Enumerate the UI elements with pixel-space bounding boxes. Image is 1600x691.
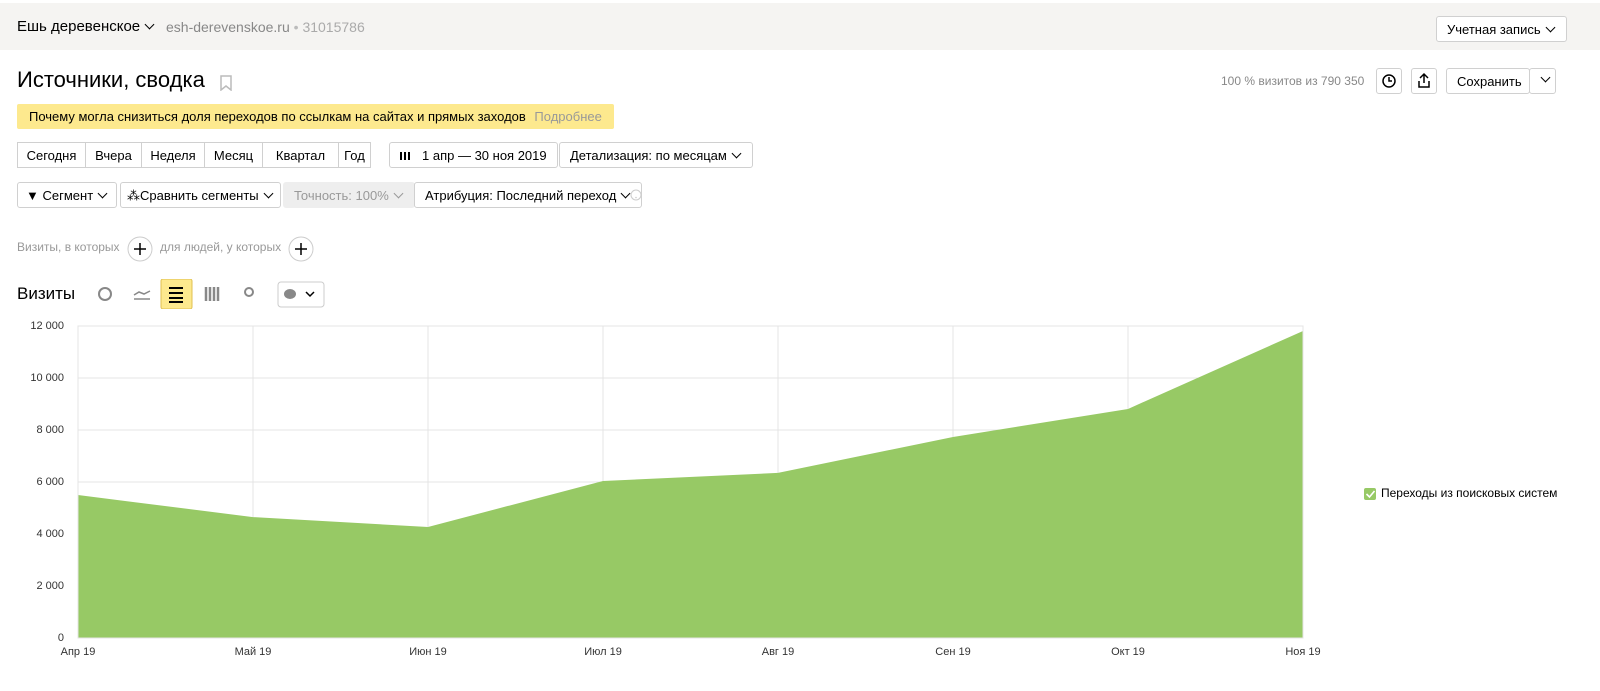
x-tick-label: Окт 19 <box>1111 646 1145 658</box>
accuracy: Точность: 100% <box>294 188 389 203</box>
export-icon <box>1418 72 1430 88</box>
save-menu[interactable] <box>1529 68 1556 94</box>
site-name: Ешь деревенское <box>17 18 141 35</box>
visits-condition: Визиты, в которых <box>17 240 120 254</box>
help-icon[interactable] <box>630 189 642 201</box>
chart-type-toolbar <box>98 279 325 309</box>
y-tick-label: 0 <box>58 632 64 644</box>
y-tick-label: 2 000 <box>36 580 64 592</box>
x-tick-label: Апр 19 <box>61 646 96 658</box>
site-info: esh-derevenskoe.ru • 31015786 <box>166 19 365 35</box>
separator: • <box>293 19 299 35</box>
legend-checkbox <box>1364 488 1376 500</box>
x-tick-label: Ноя 19 <box>1285 646 1320 658</box>
notice-text: Почему могла снизиться доля переходов по… <box>29 109 526 124</box>
x-tick-label: Авг 19 <box>762 646 794 658</box>
people-condition: для людей, у которых <box>160 240 282 254</box>
report-title: Источники, сводка <box>17 67 205 92</box>
notice-link[interactable]: Подробнее <box>534 109 602 124</box>
pie-icon[interactable] <box>98 287 112 301</box>
y-tick-label: 6 000 <box>36 476 64 488</box>
y-tick-label: 12 000 <box>30 320 64 332</box>
bar-icon[interactable] <box>204 287 220 301</box>
add-people-condition[interactable] <box>287 235 315 263</box>
segment-button[interactable]: ▼ Сегмент <box>17 182 118 208</box>
account-button[interactable]: Учетная запись <box>1436 16 1567 42</box>
attribution-button[interactable]: Атрибуция: Последний переход <box>414 182 643 208</box>
counter-id: 31015786 <box>302 19 365 35</box>
domain: esh-derevenskoe.ru <box>166 19 290 35</box>
x-tick-label: Июн 19 <box>409 646 447 658</box>
x-tick-label: Сен 19 <box>935 646 970 658</box>
bookmark-icon[interactable] <box>220 75 232 91</box>
add-visit-condition[interactable] <box>126 235 154 263</box>
legend-label: Переходы из поисковых систем <box>1381 486 1557 500</box>
map-icon[interactable] <box>244 287 254 297</box>
accuracy-button[interactable]: Точность: 100% <box>283 182 415 208</box>
area <box>78 330 1303 638</box>
visits-share: 100 % визитов из 790 350 <box>1221 74 1365 88</box>
notice: Почему могла снизиться доля переходов по… <box>17 104 614 129</box>
top-bar <box>0 3 1600 50</box>
date-range: 1 апр — 30 ноя 2019 <box>422 148 547 163</box>
save-button[interactable]: Сохранить <box>1446 68 1530 94</box>
plot-border <box>77 325 1304 639</box>
history-button[interactable] <box>1376 68 1402 94</box>
clock-icon <box>1382 74 1396 88</box>
y-tick-label: 4 000 <box>36 528 64 540</box>
chart-title: Визиты <box>17 284 76 303</box>
annotations-button[interactable] <box>277 281 325 308</box>
x-tick-label: Май 19 <box>235 646 272 658</box>
x-tick-label: Июл 19 <box>584 646 622 658</box>
line-icon[interactable] <box>133 290 151 300</box>
detail-button[interactable]: Детализация: по месяцам <box>559 142 753 168</box>
legend-check <box>1365 490 1376 499</box>
y-tick-label: 10 000 <box>30 372 64 384</box>
attribution: Атрибуция: Последний переход <box>425 188 617 203</box>
compare: Сравнить сегменты <box>140 188 259 203</box>
y-tick-label: 8 000 <box>36 424 64 436</box>
compare-button[interactable]: ⁂Сравнить сегменты <box>120 182 281 208</box>
date-range-button[interactable]: 1 апр — 30 ноя 2019 <box>389 142 558 168</box>
account: Учетная запись <box>1447 22 1541 37</box>
site-selector[interactable]: Ешь деревенское <box>17 18 155 35</box>
segment: Сегмент <box>42 188 94 203</box>
detail: Детализация: по месяцам <box>570 148 727 163</box>
period-tab[interactable]: Год <box>338 142 371 168</box>
export-button[interactable] <box>1411 68 1437 94</box>
legend-item[interactable]: Переходы из поисковых систем <box>1364 486 1557 500</box>
